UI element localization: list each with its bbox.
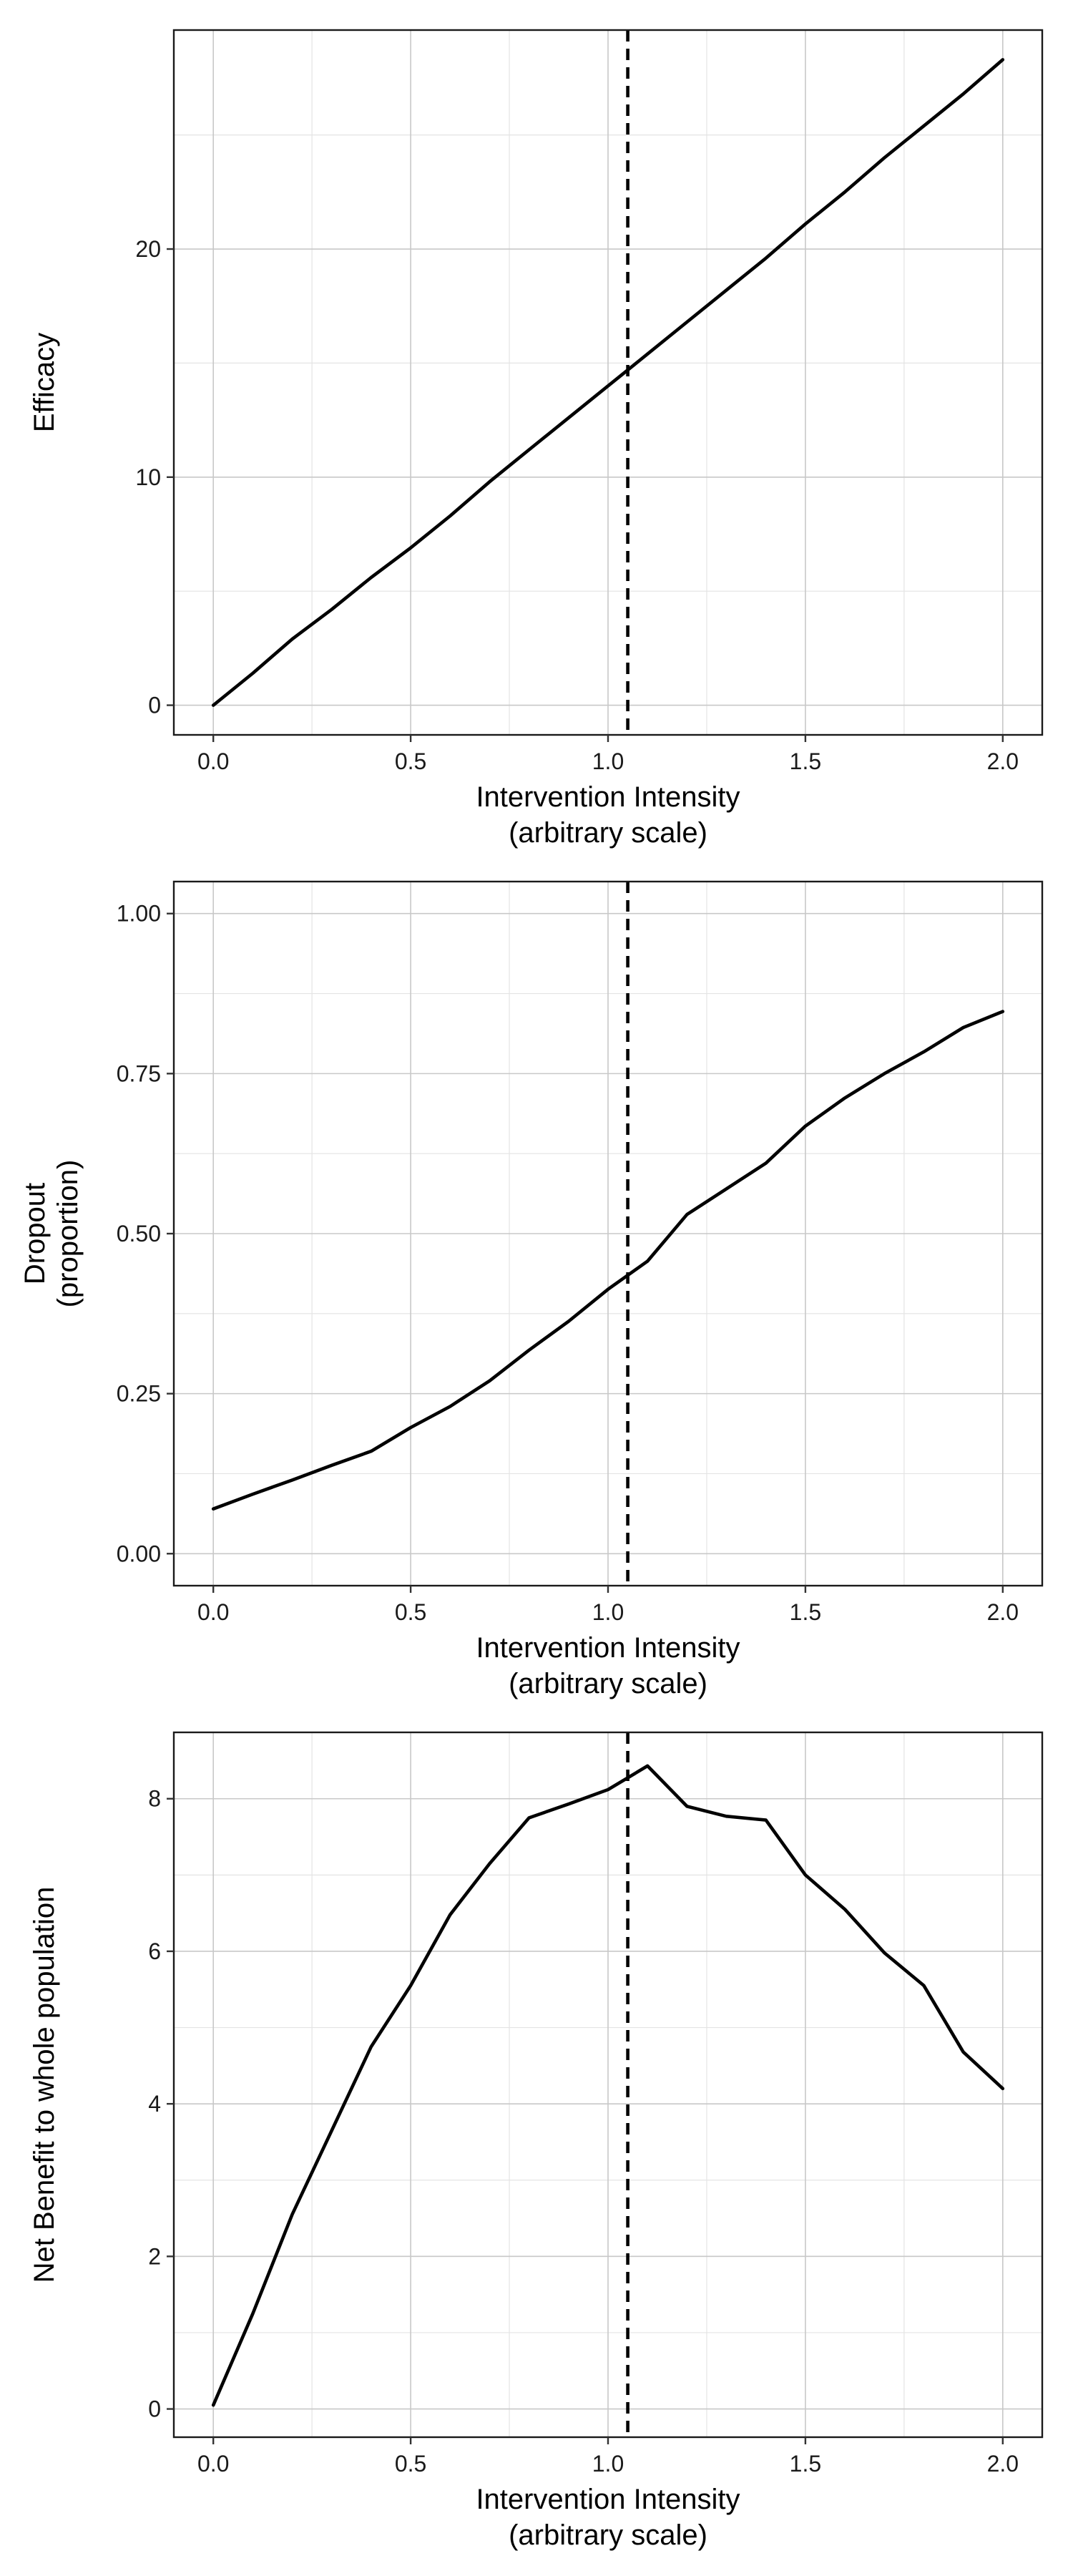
y-axis-title: Net Benefit to whole population bbox=[29, 1887, 60, 2283]
x-tick-label: 0.5 bbox=[395, 748, 426, 774]
y-tick-label: 0 bbox=[148, 2396, 161, 2422]
y-tick-label: 10 bbox=[135, 464, 161, 490]
y-tick-label: 20 bbox=[135, 236, 161, 262]
x-tick-label: 2.0 bbox=[987, 1599, 1019, 1625]
x-tick-label: 2.0 bbox=[987, 748, 1019, 774]
chart-panel-1: 0.0 0.5 1.0 1.5 2.0 0 10 20 Intervention Intensi… bbox=[29, 29, 1044, 849]
x-tick-label: 1.5 bbox=[790, 2451, 821, 2477]
y-tick-label: 0 bbox=[148, 693, 161, 718]
x-tick-label: 0.5 bbox=[395, 2451, 426, 2477]
y-axis-title: Efficacy bbox=[29, 333, 60, 432]
series-line bbox=[211, 1010, 1005, 1511]
x-tick-label: 1.0 bbox=[592, 748, 624, 774]
x-tick-label: 1.5 bbox=[790, 1599, 821, 1625]
chart-panel-2: 0.0 0.5 1.0 1.5 2.0 0.00 0.25 0.50 0.75 1.00 Inter… bbox=[19, 880, 1044, 1699]
x-tick-label: 1.0 bbox=[592, 1599, 624, 1625]
y-tick-label: 4 bbox=[148, 2091, 161, 2117]
x-tick-label: 0.5 bbox=[395, 1599, 426, 1625]
x-axis-title: (arbitrary scale) bbox=[509, 2519, 707, 2551]
x-axis-title: (arbitrary scale) bbox=[509, 1668, 707, 1699]
y-tick-label: 0.75 bbox=[117, 1060, 161, 1086]
x-axis-title: Intervention Intensity bbox=[476, 781, 740, 813]
x-tick-label: 2.0 bbox=[987, 2451, 1019, 2477]
y-tick-label: 0.00 bbox=[117, 1541, 161, 1566]
x-axis-title: Intervention Intensity bbox=[476, 1632, 740, 1664]
series-line bbox=[211, 1764, 1005, 2407]
y-tick-label: 6 bbox=[148, 1938, 161, 1964]
y-tick-label: 8 bbox=[148, 1786, 161, 1812]
chart-panel-3: 0.0 0.5 1.0 1.5 2.0 0 2 4 6 8 Intervention Intensi… bbox=[29, 1731, 1044, 2551]
x-axis-title: (arbitrary scale) bbox=[509, 817, 707, 849]
y-tick-label: 0.25 bbox=[117, 1381, 161, 1407]
x-tick-label: 0.0 bbox=[197, 1599, 229, 1625]
x-tick-label: 1.0 bbox=[592, 2451, 624, 2477]
y-tick-label: 1.00 bbox=[117, 901, 161, 927]
y-axis-title: Dropout bbox=[19, 1183, 51, 1284]
y-axis-title: (proportion) bbox=[52, 1160, 84, 1308]
x-tick-label: 0.0 bbox=[197, 748, 229, 774]
y-tick-label: 0.50 bbox=[117, 1221, 161, 1246]
x-tick-label: 1.5 bbox=[790, 748, 821, 774]
x-tick-label: 0.0 bbox=[197, 2451, 229, 2477]
series-line bbox=[211, 58, 1005, 707]
y-tick-label: 2 bbox=[148, 2243, 161, 2269]
x-axis-title: Intervention Intensity bbox=[476, 2484, 740, 2515]
